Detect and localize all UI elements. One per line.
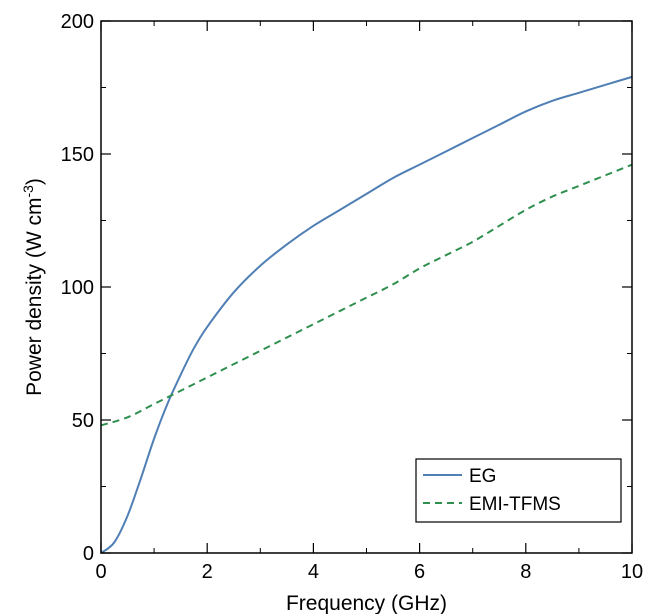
x-tick-label: 4 xyxy=(308,561,319,583)
x-tick-label: 0 xyxy=(95,561,106,583)
plot-frame xyxy=(100,20,633,554)
series-line-emi-tfms xyxy=(100,163,633,427)
y-axis-label-superscript: -3 xyxy=(20,185,36,198)
series-line-eg xyxy=(100,75,633,554)
x-tick-label: 8 xyxy=(520,561,531,583)
y-axis-label-main: Power density (W cm xyxy=(23,198,46,396)
y-axis-label: Power density (W cm-3) xyxy=(20,178,46,396)
legend-box xyxy=(415,458,622,523)
x-tick-label: 2 xyxy=(202,561,213,583)
x-axis-label: Frequency (GHz) xyxy=(286,592,447,614)
legend-label-emi-tfms: EMI-TFMS xyxy=(469,494,561,515)
x-tick-label: 10 xyxy=(621,561,643,583)
y-axis-label-close: ) xyxy=(23,178,46,185)
legend: EG EMI-TFMS xyxy=(415,458,622,523)
legend-label-eg: EG xyxy=(469,466,496,487)
y-tick-label: 200 xyxy=(61,11,94,33)
x-tick-label: 6 xyxy=(414,561,425,583)
plot-series xyxy=(100,75,633,554)
y-tick-label: 100 xyxy=(61,277,94,299)
y-tick-label: 50 xyxy=(72,410,94,432)
y-tick-label: 0 xyxy=(83,543,94,565)
y-tick-label: 150 xyxy=(61,144,94,166)
